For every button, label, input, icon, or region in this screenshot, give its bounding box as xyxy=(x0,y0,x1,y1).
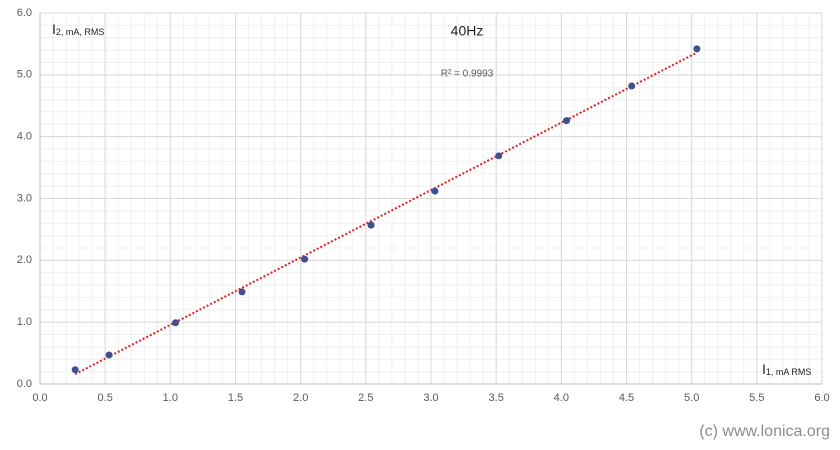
data-point xyxy=(495,152,503,160)
x-axis-label-main: I xyxy=(762,361,766,377)
chart-title: 40Hz xyxy=(451,23,484,39)
data-point xyxy=(693,45,701,53)
y-axis-label-sub: 2, mA, RMS xyxy=(56,27,105,37)
y-tick-label: 6.0 xyxy=(17,7,32,19)
x-tick-label: 3.0 xyxy=(423,392,438,404)
x-tick-label: 5.5 xyxy=(749,392,764,404)
data-point xyxy=(301,255,309,263)
grid xyxy=(39,12,823,385)
data-point xyxy=(431,187,439,195)
y-axis-label-main: I xyxy=(52,21,56,37)
data-point xyxy=(105,351,113,359)
y-tick-label: 4.0 xyxy=(17,131,32,143)
trendline xyxy=(74,51,698,375)
data-point xyxy=(71,366,79,374)
x-tick-label: 4.5 xyxy=(619,392,634,404)
x-tick-label: 6.0 xyxy=(814,392,829,404)
data-point xyxy=(628,82,636,90)
x-tick-label: 5.0 xyxy=(684,392,699,404)
x-tick-label: 0.5 xyxy=(98,392,113,404)
y-tick-label: 5.0 xyxy=(17,69,32,81)
x-tick-label: 2.0 xyxy=(293,392,308,404)
data-point xyxy=(367,221,375,229)
x-tick-label: 0.0 xyxy=(32,392,47,404)
x-axis-label-sub: 1, mA RMS xyxy=(766,367,812,377)
data-point xyxy=(172,319,180,327)
y-tick-label: 3.0 xyxy=(17,192,32,204)
x-tick-label: 1.5 xyxy=(228,392,243,404)
x-tick-label: 4.0 xyxy=(554,392,569,404)
watermark: (c) www.lonica.org xyxy=(699,423,830,440)
y-tick-label: 0.0 xyxy=(17,378,32,390)
x-tick-label: 1.0 xyxy=(163,392,178,404)
x-axis-label: I1, mA RMS xyxy=(762,361,811,378)
y-tick-label: 2.0 xyxy=(17,254,32,266)
x-tick-label: 3.5 xyxy=(489,392,504,404)
annotation: R² = 0.9993 xyxy=(441,69,494,80)
y-axis-label: I2, mA, RMS xyxy=(52,21,104,38)
data-point xyxy=(238,288,246,296)
y-tick-label: 1.0 xyxy=(17,316,32,328)
x-tick-label: 2.5 xyxy=(358,392,373,404)
data-point xyxy=(563,117,571,125)
